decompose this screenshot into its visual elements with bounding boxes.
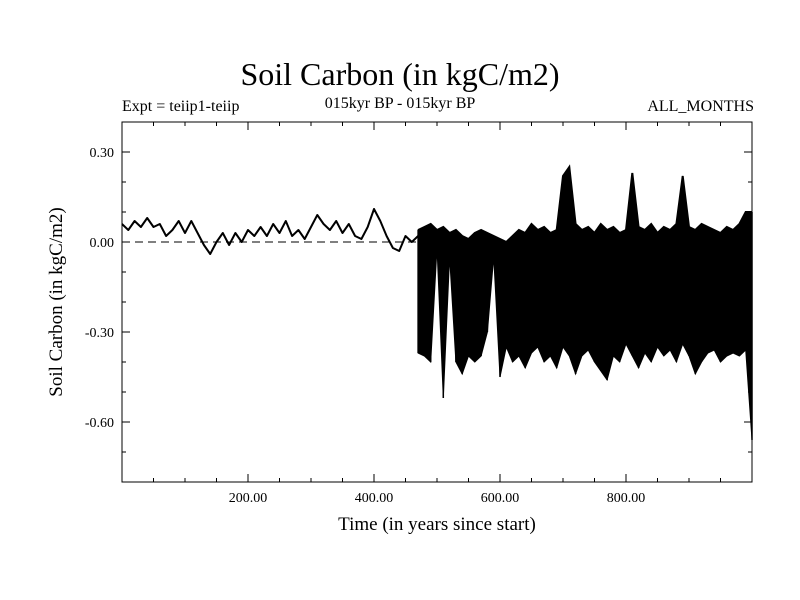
months-label: ALL_MONTHS <box>647 98 754 115</box>
x-axis-label: Time (in years since start) <box>338 514 536 535</box>
plot-frame <box>121 121 753 483</box>
ticks-layer: 200.00 400.00 600.00 800.00 0.30 0.00 -0.30 -0.… <box>85 122 752 506</box>
series-layer <box>121 164 753 441</box>
series-line-late-top <box>417 164 752 244</box>
x-tick-label: 600.00 <box>481 491 520 506</box>
y-tick-label: 0.00 <box>90 236 115 251</box>
chart-title: Soil Carbon (in kgC/m2) <box>240 56 560 92</box>
chart-subtitle: 015kyr BP - 015kyr BP <box>324 95 476 112</box>
y-tick-label: -0.60 <box>85 416 114 431</box>
y-tick-label: 0.30 <box>90 146 115 161</box>
x-tick-label: 400.00 <box>355 491 394 506</box>
x-tick-label: 200.00 <box>229 491 268 506</box>
experiment-label: Expt = teiip1-teiip <box>122 98 240 115</box>
x-tick-label: 800.00 <box>607 491 646 506</box>
y-tick-label: -0.30 <box>85 326 114 341</box>
y-axis-label: Soil Carbon (in kgC/m2) <box>46 207 67 396</box>
series-line-early <box>121 208 419 255</box>
